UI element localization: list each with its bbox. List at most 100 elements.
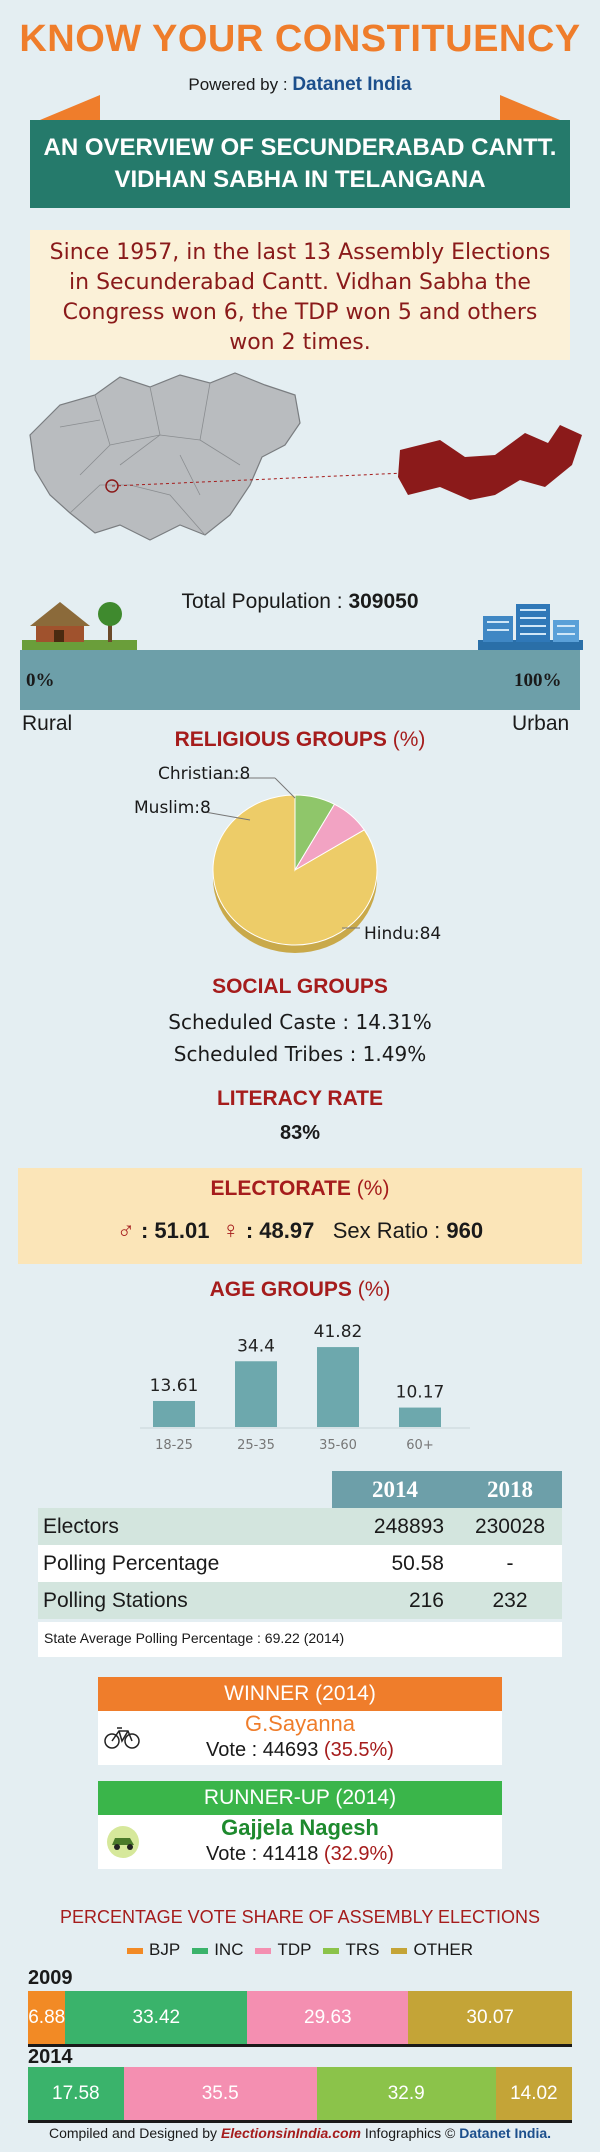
powered-brand: Datanet India: [292, 74, 412, 95]
scheduled-tribes: Scheduled Tribes : 1.49%: [173, 1042, 427, 1066]
district-lines: [59, 382, 241, 536]
age-tick-label: 35-60: [319, 1438, 357, 1453]
winner-name: G.Sayanna: [244, 1711, 356, 1736]
pie-label-muslim: Muslim:8: [134, 798, 211, 818]
vote-bar-2009: 6.88 33.42 29.63 30.07: [28, 1991, 572, 2044]
age-bar: [235, 1361, 277, 1427]
ribbon-fold-right: [500, 95, 560, 120]
pie-svg: [204, 777, 378, 953]
rural-label: Rural: [22, 712, 73, 735]
telangana-map: [29, 372, 301, 541]
age-bar: [153, 1400, 195, 1427]
winner-year: (2014): [315, 1682, 376, 1705]
age-bar-chart: 13.61 18-25 34.4 25-35 41.82 35-60 10.17 60+: [140, 1315, 470, 1470]
urban-label: Urban: [512, 712, 570, 735]
urban-percent: 100%: [514, 670, 562, 691]
row-value-2014: 248893: [332, 1508, 458, 1545]
title-ribbon: AN OVERVIEW OF SECUNDERABAD CANTT. VIDHA…: [30, 95, 570, 215]
age-bar-value: 10.17: [396, 1383, 445, 1403]
age-bar: [317, 1347, 359, 1427]
footer-credits: Compiled and Designed by ElectionsinIndi…: [0, 2125, 600, 2141]
pie-slice-christian: [294, 803, 365, 871]
vote-segment-tdp: 29.63: [247, 1991, 409, 2044]
header-2018: 2018: [458, 1471, 562, 1508]
runner-vote-pct: (32.9%): [323, 1843, 394, 1865]
bar-baseline-2009: [28, 2044, 572, 2047]
runner-vote: Vote : 41418 (32.9%): [98, 1841, 502, 1867]
row-label: Polling Percentage: [38, 1545, 332, 1582]
table-row: Polling Stations 216 232: [38, 1582, 562, 1619]
pie-label-christian: Christian:8: [158, 764, 251, 784]
overview-banner: AN OVERVIEW OF SECUNDERABAD CANTT. VIDHA…: [30, 120, 570, 208]
ribbon-fold-left: [40, 95, 100, 120]
row-value-2014: 50.58: [332, 1545, 458, 1582]
election-stats-table: 2014 2018 Electors 248893 230028 Polling…: [38, 1471, 562, 1619]
literacy-title: LITERACY RATE: [216, 1087, 384, 1110]
age-unit: (%): [357, 1278, 391, 1301]
vote-segment-other: 30.07: [408, 1991, 572, 2044]
legend-swatch: [323, 1947, 340, 1954]
row-value-2018: 230028: [458, 1508, 562, 1545]
population-label: Total Population :: [181, 590, 349, 613]
table-row: Polling Percentage 50.58 -: [38, 1545, 562, 1582]
legend-item-other: OTHER: [391, 1940, 473, 1960]
sex-ratio-label: Sex Ratio :: [332, 1218, 447, 1243]
legend-swatch: [192, 1947, 209, 1954]
electorate-box: [18, 1168, 582, 1264]
legend-item-inc: INC: [192, 1940, 243, 1960]
electorate-values: ♂ : 51.01 ♀ : 48.97 Sex Ratio : 960: [0, 1217, 600, 1245]
legend-swatch: [391, 1947, 408, 1954]
table-row: Electors 248893 230028: [38, 1508, 562, 1545]
leader-line: [274, 777, 296, 799]
electorate-unit: (%): [356, 1177, 390, 1200]
age-tick-label: 18-25: [155, 1438, 193, 1453]
pie-slice-hindu: [212, 794, 378, 946]
runner-header: RUNNER-UP (2014): [98, 1781, 502, 1815]
winner-header: WINNER (2014): [98, 1677, 502, 1711]
state-average-note: State Average Polling Percentage : 69.22…: [38, 1622, 562, 1657]
religious-unit: (%): [392, 728, 426, 751]
vote-segment-tdp: 35.5: [123, 2067, 317, 2120]
literacy-value: 83%: [279, 1122, 321, 1144]
urban-building-icon: [478, 604, 583, 650]
powered-by: Powered by : Datanet India: [0, 74, 600, 96]
winner-vote-pct: (35.5%): [323, 1739, 394, 1761]
legend-swatch: [127, 1947, 144, 1954]
female-value: : 48.97: [245, 1218, 315, 1243]
legend-label: TRS: [345, 1940, 380, 1959]
vote-share-title: PERCENTAGE VOTE SHARE OF ASSEMBLY ELECTI…: [59, 1907, 541, 1927]
vote-bar-2014: 17.58 35.5 32.9 14.02: [28, 2067, 572, 2120]
constituency-marker: [105, 479, 119, 493]
legend-label: TDP: [277, 1940, 312, 1959]
telangana-map-graphic: [29, 372, 582, 541]
runner-year: (2014): [335, 1786, 397, 1809]
vote-segment-other: 14.02: [495, 2067, 572, 2120]
legend-item-tdp: TDP: [255, 1940, 311, 1960]
connector-line: [111, 472, 406, 487]
age-chart-svg: 13.61 18-25 34.4 25-35 41.82 35-60 10.17 60+: [140, 1322, 470, 1453]
powered-prefix: Powered by :: [188, 75, 293, 94]
social-title: SOCIAL GROUPS: [212, 975, 388, 998]
runner-card: Gajjela Nagesh Vote : 41418 (32.9%): [98, 1815, 502, 1869]
legend-label: INC: [214, 1940, 244, 1959]
electorate-title: ELECTORATE (%): [0, 1177, 600, 1201]
legend-item-bjp: BJP: [127, 1940, 180, 1960]
urban-share-fill: [20, 650, 580, 710]
male-value: : 51.01: [140, 1218, 210, 1243]
intro-text: Since 1957, in the last 13 Assembly Elec…: [30, 230, 570, 360]
vote-segment-bjp: 6.88: [28, 1991, 66, 2044]
runner-title: RUNNER-UP: [203, 1786, 330, 1809]
constituency-shape: [398, 425, 582, 500]
bicycle-icon: [104, 1727, 140, 1749]
winner-card: G.Sayanna Vote : 44693 (35.5%): [98, 1711, 502, 1765]
footer-brand: Datanet India.: [459, 2125, 552, 2141]
page-title: KNOW YOUR CONSTITUENCY: [19, 18, 581, 60]
vote-segment-trs: 32.9: [316, 2067, 496, 2120]
vote-segment-inc: 17.58: [28, 2067, 124, 2120]
footer-prefix: Compiled and Designed by: [48, 2125, 221, 2141]
legend-swatch: [255, 1947, 272, 1954]
male-icon: ♂: [116, 1217, 135, 1244]
sex-ratio-value: 960: [446, 1218, 484, 1243]
bar-baseline-2014: [28, 2120, 572, 2123]
rural-hut-icon: [22, 602, 137, 650]
